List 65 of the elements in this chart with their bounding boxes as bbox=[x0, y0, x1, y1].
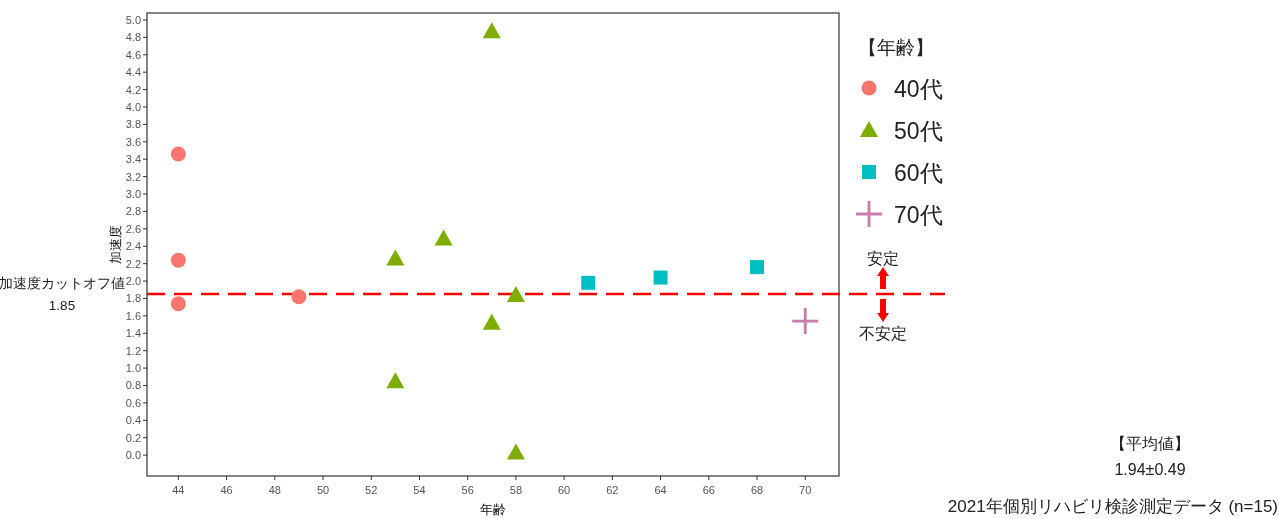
y-tick-label: 2.6 bbox=[125, 222, 141, 235]
y-tick-label: 2.2 bbox=[125, 257, 141, 270]
point bbox=[170, 296, 186, 312]
x-tick-label: 62 bbox=[606, 484, 619, 496]
point bbox=[434, 229, 453, 246]
y-tick-label: 3.0 bbox=[125, 188, 141, 201]
y-tick-label: 4.6 bbox=[125, 48, 141, 61]
y-tick-label: 2.8 bbox=[125, 205, 141, 218]
x-tick-label: 64 bbox=[654, 484, 667, 496]
point bbox=[386, 372, 405, 389]
point bbox=[291, 289, 307, 305]
legend-label: 70代 bbox=[894, 202, 943, 228]
y-tick-label: 2.0 bbox=[125, 275, 141, 288]
y-tick-label: 1.2 bbox=[125, 344, 141, 357]
y-tick-label: 0.0 bbox=[125, 449, 141, 462]
x-axis-title: 年齢 bbox=[480, 502, 506, 517]
x-tick-label: 48 bbox=[268, 484, 281, 496]
y-tick-label: 0.8 bbox=[125, 379, 141, 392]
x-tick-label: 58 bbox=[509, 484, 523, 496]
x-tick-label: 66 bbox=[702, 484, 715, 496]
y-tick-label: 1.8 bbox=[125, 292, 141, 305]
y-tick-label: 1.6 bbox=[125, 309, 141, 322]
y-tick-label: 0.2 bbox=[125, 431, 141, 444]
x-tick-label: 52 bbox=[365, 484, 378, 496]
point bbox=[581, 275, 596, 290]
point bbox=[482, 22, 501, 39]
point bbox=[170, 146, 186, 162]
legend-title: 【年齢】 bbox=[858, 37, 934, 58]
x-tick-label: 46 bbox=[220, 484, 233, 496]
annotation: 安定 bbox=[867, 250, 899, 268]
point bbox=[506, 285, 525, 302]
annotation: 不安定 bbox=[859, 325, 907, 343]
y-axis-title: 加速度 bbox=[108, 225, 123, 264]
y-tick-label: 4.0 bbox=[125, 100, 141, 113]
x-tick-label: 60 bbox=[558, 484, 571, 496]
y-tick-label: 5.0 bbox=[125, 13, 141, 26]
y-tick-label: 2.4 bbox=[125, 240, 141, 253]
y-tick-label: 1.4 bbox=[125, 327, 141, 340]
y-tick-label: 3.2 bbox=[125, 170, 141, 183]
y-tick-label: 3.8 bbox=[125, 118, 141, 131]
y-tick-label: 0.4 bbox=[125, 414, 141, 427]
x-tick-label: 50 bbox=[316, 484, 330, 496]
point bbox=[386, 249, 405, 266]
point bbox=[170, 252, 186, 268]
y-tick-label: 4.4 bbox=[125, 66, 141, 79]
y-tick-label: 3.4 bbox=[125, 153, 141, 166]
legend-label: 40代 bbox=[894, 76, 943, 102]
point bbox=[482, 313, 501, 330]
y-tick-label: 4.8 bbox=[125, 31, 141, 44]
y-tick-label: 3.6 bbox=[125, 135, 141, 148]
y-tick-label: 1.0 bbox=[125, 362, 141, 375]
annotation: 【平均値】 1.94±0.49 bbox=[1110, 435, 1190, 478]
x-tick-label: 68 bbox=[750, 484, 764, 496]
x-tick-label: 70 bbox=[799, 484, 812, 496]
y-tick-label: 4.2 bbox=[125, 83, 141, 96]
y-tick-label: 0.6 bbox=[125, 396, 141, 409]
x-tick-label: 44 bbox=[172, 484, 185, 496]
point bbox=[506, 443, 525, 460]
x-tick-label: 54 bbox=[413, 484, 426, 496]
point bbox=[750, 260, 765, 275]
annotation: 2021年個別リハビリ検診測定データ (n=15) bbox=[947, 497, 1278, 516]
point bbox=[653, 270, 668, 285]
x-tick-label: 56 bbox=[461, 484, 474, 496]
legend-label: 50代 bbox=[894, 118, 943, 144]
legend-label: 60代 bbox=[894, 160, 943, 186]
